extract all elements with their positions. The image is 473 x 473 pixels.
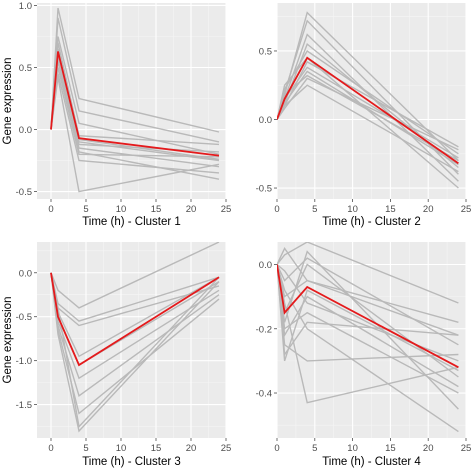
x-tick-label: 20	[423, 443, 434, 454]
y-tick-label: 0.0	[259, 115, 272, 126]
series-group	[277, 11, 459, 189]
centroid-line	[277, 56, 459, 165]
x-tick-label: 15	[151, 204, 162, 215]
x-tick-label: 10	[347, 443, 358, 454]
grid	[37, 3, 227, 199]
grid	[276, 242, 467, 438]
x-tick-label: 0	[274, 443, 279, 454]
y-tick-label: -1.5	[16, 400, 32, 411]
y-tick-label: 0.0	[19, 125, 32, 136]
x-axis-title: Time (h) - Cluster 4	[322, 456, 421, 468]
gene-series-line	[277, 242, 459, 304]
chart-panel-3: 0 5 10 15 20 25 -1.5 -1.0 -0.5 0.0 Time (h) - Clus…	[2, 242, 231, 468]
x-tick-label: 15	[151, 443, 162, 454]
gene-series-line	[277, 264, 459, 388]
x-tick-label: 20	[186, 443, 197, 454]
panel-background	[37, 3, 226, 199]
y-tick-label: 0.0	[19, 268, 32, 279]
y-tick-label: 0.5	[19, 63, 32, 74]
y-tick-label: -0.5	[256, 184, 272, 195]
x-tick-label: 15	[385, 443, 396, 454]
x-tick-label: 0	[48, 204, 53, 215]
chart-panel-1: 0 5 10 15 20 25 -0.5 0.0 0.5 1.0 Time (h) - Cluste…	[2, 1, 231, 228]
x-tick-label: 20	[423, 204, 434, 215]
y-axis-title: Gene expression	[2, 297, 14, 384]
y-tick-label: 1.0	[19, 1, 32, 12]
x-tick-label: 25	[461, 443, 472, 454]
x-axis-title: Time (h) - Cluster 2	[322, 216, 421, 228]
x-tick-label: 25	[461, 204, 472, 215]
x-axis-title: Time (h) - Cluster 1	[82, 216, 181, 228]
y-tick-label: -0.2	[256, 324, 272, 335]
series-group	[277, 242, 459, 433]
y-tick-label: -1.0	[16, 356, 32, 367]
y-tick-label: -0.5	[16, 312, 32, 323]
x-tick-label: 25	[221, 443, 232, 454]
gene-series-line	[277, 247, 459, 336]
x-tick-label: 5	[312, 204, 317, 215]
series-group	[50, 242, 220, 433]
x-tick-label: 0	[48, 443, 53, 454]
gene-series-line	[277, 264, 459, 433]
centroid-line	[50, 51, 220, 157]
x-tick-label: 10	[347, 204, 358, 215]
gene-series-line	[50, 242, 220, 309]
x-tick-label: 15	[385, 204, 396, 215]
gene-series-line	[277, 264, 459, 357]
x-tick-label: 5	[83, 443, 88, 454]
chart-panel-2: 0 5 10 15 20 25 -0.5 0.0 0.5 Time (h) - Cluster 2	[256, 3, 472, 228]
x-tick-label: 0	[274, 204, 279, 215]
y-tick-label: -0.5	[16, 187, 32, 198]
x-axis-title: Time (h) - Cluster 3	[82, 456, 181, 468]
y-tick-label: -0.4	[256, 389, 272, 400]
gene-series-line	[50, 77, 220, 193]
x-tick-label: 5	[312, 443, 317, 454]
x-tick-label: 20	[186, 204, 197, 215]
centroid-line	[50, 272, 220, 367]
x-tick-label: 10	[116, 204, 127, 215]
centroid-line	[277, 264, 459, 369]
x-tick-label: 25	[221, 204, 232, 215]
series-group	[50, 7, 220, 193]
gene-series-line	[277, 84, 459, 173]
chart-panel-4: 0 5 10 15 20 25 -0.4 -0.2 0.0 Time (h) - Cluster …	[256, 242, 472, 468]
y-axis-title: Gene expression	[2, 58, 14, 145]
gene-series-line	[50, 272, 220, 433]
gene-series-line	[277, 56, 459, 189]
x-tick-label: 10	[116, 443, 127, 454]
y-tick-label: 0.0	[259, 260, 272, 271]
y-tick-label: 0.5	[259, 46, 272, 57]
x-tick-label: 5	[83, 204, 88, 215]
